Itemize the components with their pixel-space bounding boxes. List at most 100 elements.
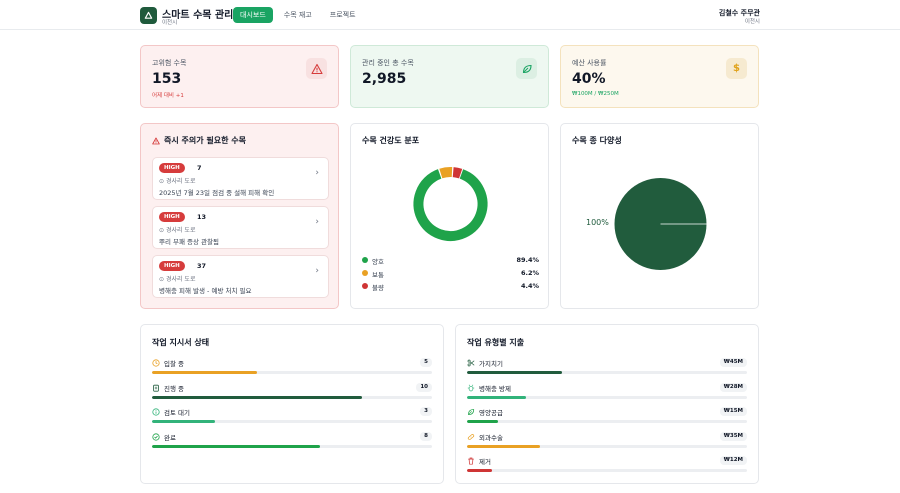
progress-track <box>152 444 432 448</box>
spending-row: 제거 ₩12M <box>467 456 747 476</box>
work-order-row: 입찰 중 5 <box>152 358 432 378</box>
stat-note: ₩100M / ₩250M <box>572 91 619 97</box>
work-orders-title: 작업 지시서 상태 <box>152 338 210 347</box>
progress-fill <box>467 420 498 423</box>
spending-label-text: 가지치기 <box>479 360 503 368</box>
spending-label: 가지치기 <box>467 358 503 368</box>
progress-track <box>467 469 747 472</box>
tab-tree-inventory[interactable]: 수목 재고 <box>283 11 312 19</box>
main-nav: 대시보드 수목 재고 프로젝트 <box>233 7 363 23</box>
legend-name: 보통 <box>372 271 384 279</box>
chevron-right-icon[interactable]: › <box>315 217 319 227</box>
info-circle-icon <box>152 408 160 416</box>
species-diversity-card: 수목 종 다양성 100% <box>560 123 759 309</box>
trash-icon <box>467 457 475 465</box>
work-order-count: 8 <box>420 431 432 441</box>
species-pie-chart <box>614 178 707 270</box>
work-order-label: 진행 중 <box>152 383 184 393</box>
app-subtitle: 이천시 <box>162 20 178 26</box>
stat-card-total-trees: 관리 중인 총 수목 2,985 <box>350 45 549 108</box>
progress-track <box>467 444 747 448</box>
tree-count: 37 <box>197 262 207 270</box>
spending-label-text: 제거 <box>479 458 491 466</box>
legend-row-fair: 보통 6.2% <box>362 268 539 279</box>
spending-card: 작업 유형별 지출 가지치기 ₩45M 병해충 방제 ₩28M 영양공급 ₩15M 외과수술… <box>455 324 759 484</box>
chevron-right-icon[interactable]: › <box>315 266 319 276</box>
legend-row-poor: 불량 4.4% <box>362 281 539 292</box>
progress-fill <box>152 420 215 423</box>
progress-fill <box>467 371 563 374</box>
spending-count: ₩45M <box>719 358 747 367</box>
scissors-icon <box>467 359 475 367</box>
diversity-title: 수목 종 다양성 <box>572 136 622 145</box>
bug-icon <box>467 384 475 392</box>
user-name[interactable]: 김철수 주무관 <box>718 9 760 17</box>
attention-item[interactable]: HIGH 37 ⊙ 경사리 도로 병해충 피해 발생 - 예방 처치 필요 › <box>152 255 329 298</box>
health-distribution-card: 수목 건강도 분포 양호 89.4% 보통 6.2% 불량 4.4% <box>350 123 549 309</box>
tree-logo-icon <box>144 11 153 19</box>
progress-track <box>467 420 747 423</box>
priority-badge: HIGH <box>159 212 185 222</box>
stat-card-budget: 예산 사용률 40% ₩100M / ₩250M $ <box>560 45 759 108</box>
work-order-label-text: 완료 <box>164 433 176 442</box>
progress-track <box>152 371 432 374</box>
progress-fill <box>467 395 526 399</box>
attention-item[interactable]: HIGH 7 ⊙ 경사리 도로 2025년 7월 23일 점검 중 설해 피해 … <box>152 157 329 200</box>
legend-name: 양호 <box>372 258 384 266</box>
warning-icon <box>306 58 327 79</box>
progress-track <box>152 420 432 423</box>
description: 뿌리 부패 증상 관찰됨 <box>159 238 220 246</box>
tab-projects[interactable]: 프로젝트 <box>329 11 356 19</box>
work-orders-card: 작업 지시서 상태 입찰 중 5 진행 중 10 검토 대기 3 완료 8 <box>140 324 444 484</box>
progress-track <box>467 371 747 374</box>
spending-count: ₩12M <box>719 456 747 465</box>
spending-label-text: 외과수술 <box>479 433 503 442</box>
spending-count: ₩15M <box>719 407 747 416</box>
stat-value: 40% <box>572 71 606 87</box>
legend-percent: 4.4% <box>520 282 539 290</box>
legend-row-good: 양호 89.4% <box>362 255 539 266</box>
pie-percent-label: 100% <box>586 218 609 227</box>
spending-title: 작업 유형별 지출 <box>467 338 525 347</box>
stat-label: 예산 사용률 <box>572 59 607 67</box>
stat-card-high-risk: 고위험 수목 153 어제 대비 +1 <box>140 45 339 108</box>
location-pin-icon: ⊙ <box>159 227 165 234</box>
spending-label: 제거 <box>467 456 491 466</box>
location: ⊙ 경사리 도로 <box>159 176 195 185</box>
progress-fill <box>152 395 362 399</box>
progress-track <box>467 395 747 399</box>
app-logo[interactable] <box>140 7 157 24</box>
progress-fill <box>467 469 493 472</box>
spending-row: 외과수술 ₩35M <box>467 431 747 452</box>
spending-count: ₩35M <box>719 431 747 441</box>
attention-item[interactable]: HIGH 13 ⊙ 경사리 도로 뿌리 부패 증상 관찰됨 › <box>152 206 329 249</box>
legend-dot <box>362 270 368 276</box>
location-text: 경사리 도로 <box>165 178 196 185</box>
legend-percent: 89.4% <box>516 256 539 264</box>
spending-row: 영양공급 ₩15M <box>467 407 747 427</box>
health-donut-chart <box>413 167 488 241</box>
spending-row: 가지치기 ₩45M <box>467 358 747 378</box>
progress-fill <box>152 371 257 374</box>
spending-count: ₩28M <box>719 382 747 392</box>
progress-track <box>152 395 432 399</box>
tab-dashboard[interactable]: 대시보드 <box>233 7 273 23</box>
bandage-icon <box>467 433 475 441</box>
description: 2025년 7월 23일 점검 중 설해 피해 확인 <box>159 189 275 197</box>
stat-note: 어제 대비 +1 <box>152 93 184 99</box>
stat-value: 153 <box>152 71 182 87</box>
stat-label: 관리 중인 총 수목 <box>362 59 414 67</box>
legend-dot <box>362 283 368 289</box>
clipboard-icon <box>152 384 160 392</box>
work-order-label-text: 검토 대기 <box>164 409 190 417</box>
work-order-row: 완료 8 <box>152 431 432 452</box>
work-order-row: 진행 중 10 <box>152 382 432 403</box>
location-text: 경사리 도로 <box>165 227 196 234</box>
dollar-icon: $ <box>726 58 747 79</box>
work-order-label: 검토 대기 <box>152 407 190 417</box>
legend-name: 불량 <box>372 284 384 292</box>
progress-fill <box>467 444 540 448</box>
location-text: 경사리 도로 <box>165 276 196 283</box>
chevron-right-icon[interactable]: › <box>315 168 319 178</box>
legend-dot <box>362 257 368 263</box>
